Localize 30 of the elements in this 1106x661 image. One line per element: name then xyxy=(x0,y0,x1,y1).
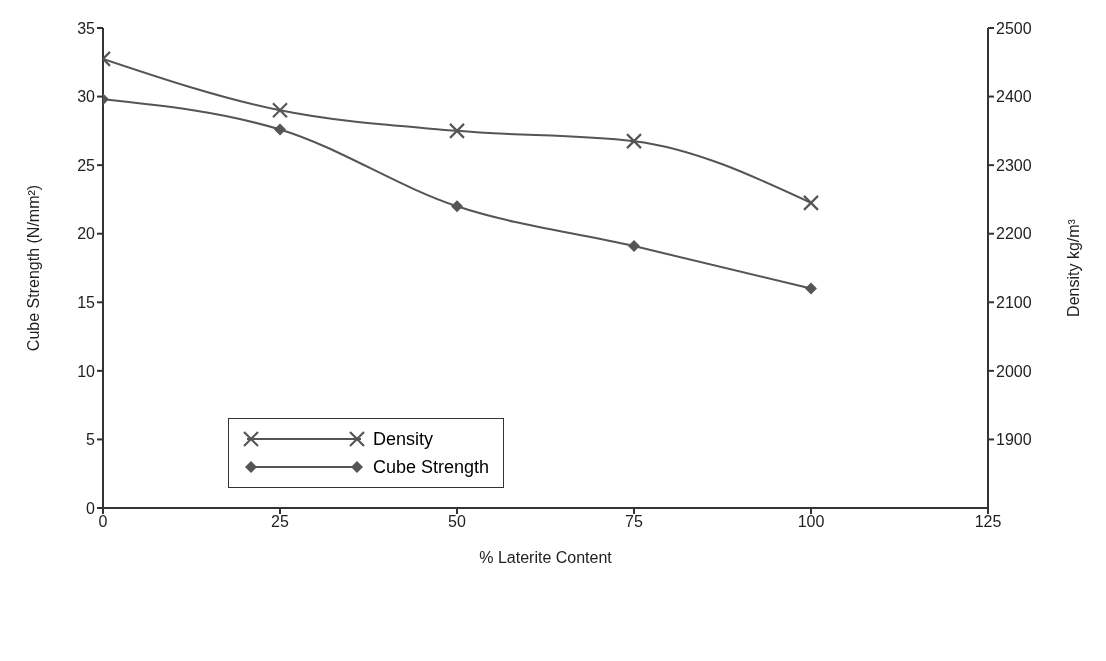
legend-label: Cube Strength xyxy=(373,456,490,478)
x-tick-label: 25 xyxy=(271,513,289,531)
y2-tick-label: 2200 xyxy=(996,225,1032,243)
y-tick-label: 15 xyxy=(77,293,96,311)
y-tick-label: 5 xyxy=(86,431,96,449)
y-tick-label: 10 xyxy=(77,362,96,380)
x-tick-label: 100 xyxy=(797,513,825,531)
y2-tick-label: 2000 xyxy=(996,362,1032,380)
x-tick-label: 125 xyxy=(974,513,1002,531)
y-tick-label: 30 xyxy=(77,88,96,106)
y-tick-label: 25 xyxy=(77,156,96,174)
point xyxy=(628,240,640,253)
y2-tick-label: 2300 xyxy=(996,156,1032,174)
x-axis-title: % Laterite Content xyxy=(479,549,613,566)
x-tick-label: 75 xyxy=(625,513,643,531)
legend-label: Density xyxy=(373,428,434,450)
y-tick-label: 20 xyxy=(77,225,96,243)
y2-tick-label: 2100 xyxy=(996,293,1032,311)
x-tick-label: 0 xyxy=(98,513,108,531)
y2-tick-label: 2500 xyxy=(996,19,1032,37)
point xyxy=(274,123,286,136)
y-axis-title: Cube Strength (N/mm²) xyxy=(24,184,42,352)
point xyxy=(805,282,817,295)
y-tick-label: 0 xyxy=(86,499,96,517)
y2-tick-label: 1900 xyxy=(996,431,1032,449)
y-tick-label: 35 xyxy=(77,19,96,37)
y2-tick-label: 2400 xyxy=(996,88,1032,106)
y2-axis-title: Density kg/m³ xyxy=(1064,218,1082,317)
point xyxy=(451,200,463,213)
x-tick-label: 50 xyxy=(448,513,466,531)
